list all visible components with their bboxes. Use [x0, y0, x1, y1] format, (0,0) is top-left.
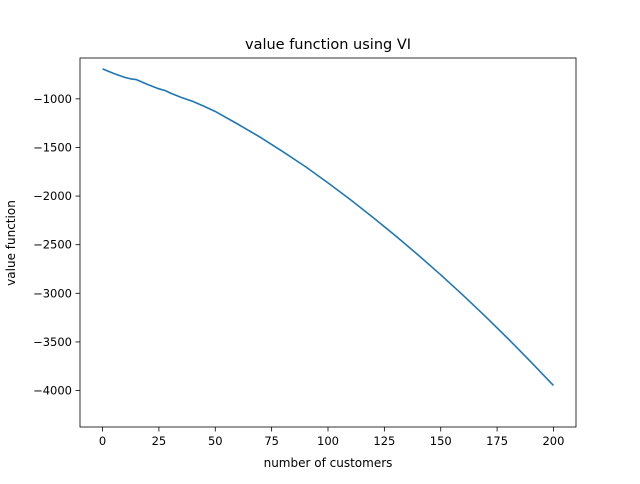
x-tick-label: 75 — [264, 434, 279, 448]
value-function-line — [102, 68, 555, 387]
y-tick-label: −4000 — [33, 384, 72, 398]
x-tick-label: 200 — [542, 434, 564, 448]
x-tick-label: 25 — [152, 434, 167, 448]
axes: 0 25 50 75 100 125 150 175 200 −1000 −1500 −2000 −25… — [33, 57, 577, 448]
y-tick-label: −2000 — [33, 189, 72, 203]
chart-title: value function using VI — [245, 37, 411, 53]
y-tick-label: −3500 — [33, 335, 72, 349]
x-tick-label: 175 — [486, 434, 508, 448]
y-tick-label: −1500 — [33, 140, 72, 154]
x-tick-label: 50 — [208, 434, 223, 448]
y-tick-label: −3000 — [33, 286, 72, 300]
y-tick-label: −1000 — [33, 92, 72, 106]
x-tick-label: 150 — [430, 434, 452, 448]
x-tick-label: 125 — [373, 434, 395, 448]
x-tick-label: 0 — [99, 434, 106, 448]
y-tick-label: −2500 — [33, 238, 72, 252]
y-axis-label: value function — [4, 200, 18, 286]
x-axis-label: number of customers — [264, 456, 393, 470]
x-tick-label: 100 — [317, 434, 339, 448]
